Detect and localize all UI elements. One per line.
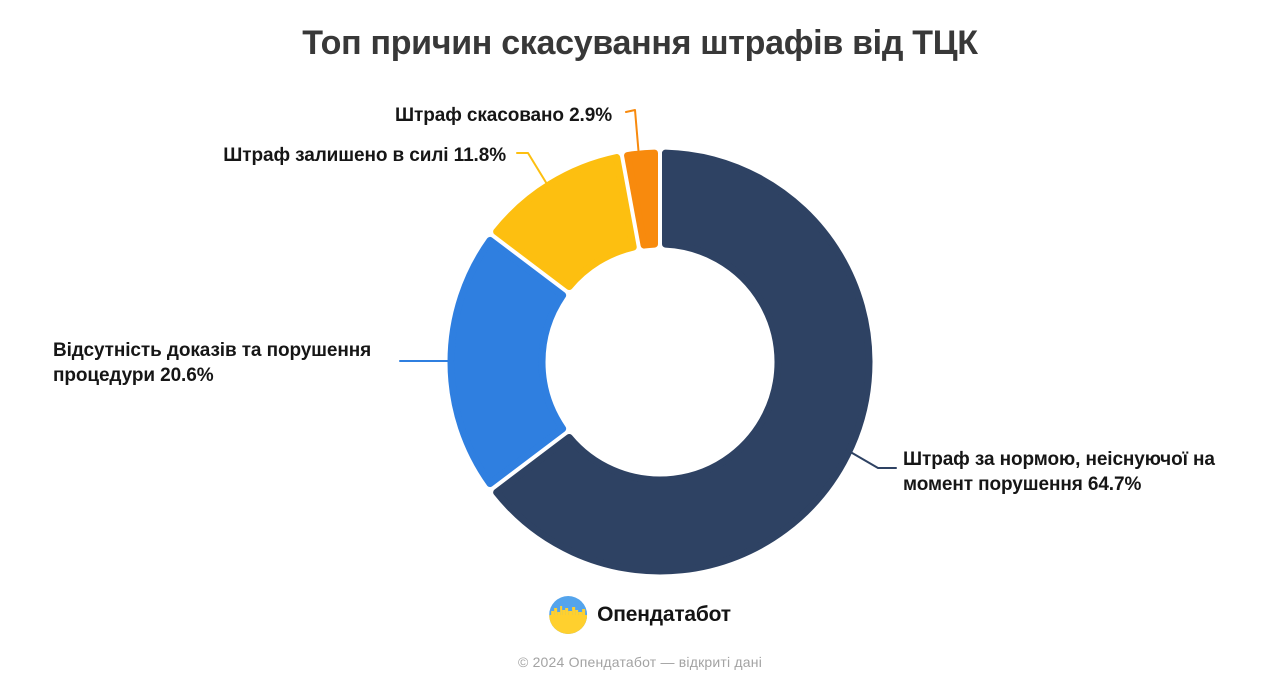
donut-segment-1 xyxy=(447,236,567,488)
leader-line-norm xyxy=(846,449,897,469)
donut-segment-0 xyxy=(493,149,873,575)
callout-norm: Штраф за нормою, неіснуючої на момент по… xyxy=(903,449,1215,495)
brand-footer: Опендатабот xyxy=(549,596,731,634)
callout-upheld: Штраф залишено в силі 11.8% xyxy=(223,145,506,166)
copyright: © 2024 Опендатабот — відкриті дані xyxy=(517,654,763,670)
donut-segments xyxy=(447,149,873,575)
leader-line-upheld xyxy=(516,152,551,190)
donut-segment-2 xyxy=(493,154,637,291)
chart-title: Топ причин скасування штрафів від ТЦК xyxy=(302,24,978,62)
callout-evidence: Відсутність доказів та порушення процеду… xyxy=(53,340,372,386)
skyline-silhouette xyxy=(551,606,586,616)
donut-segment-3 xyxy=(624,149,658,249)
leader-line-cancelled xyxy=(625,109,640,158)
brand-name: Опендатабот xyxy=(597,603,731,626)
callout-cancelled: Штраф скасовано 2.9% xyxy=(395,105,612,126)
opendatabot-logo-icon xyxy=(549,596,588,634)
